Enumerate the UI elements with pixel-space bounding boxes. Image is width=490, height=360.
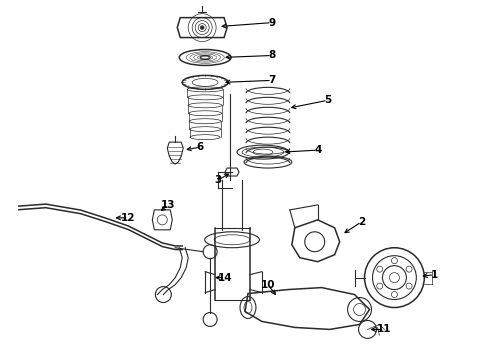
Text: 2: 2 (358, 217, 365, 227)
Text: 7: 7 (268, 75, 275, 85)
Text: 10: 10 (261, 280, 275, 289)
Text: 9: 9 (269, 18, 275, 28)
Text: 11: 11 (377, 324, 392, 334)
Text: 14: 14 (218, 273, 232, 283)
Text: 5: 5 (324, 95, 331, 105)
Text: 4: 4 (314, 145, 321, 155)
Circle shape (200, 26, 204, 30)
Text: 8: 8 (268, 50, 275, 60)
Text: 6: 6 (196, 142, 204, 152)
Text: 1: 1 (431, 270, 438, 280)
Text: 3: 3 (215, 175, 222, 185)
Text: 13: 13 (161, 200, 175, 210)
Text: 12: 12 (121, 213, 136, 223)
